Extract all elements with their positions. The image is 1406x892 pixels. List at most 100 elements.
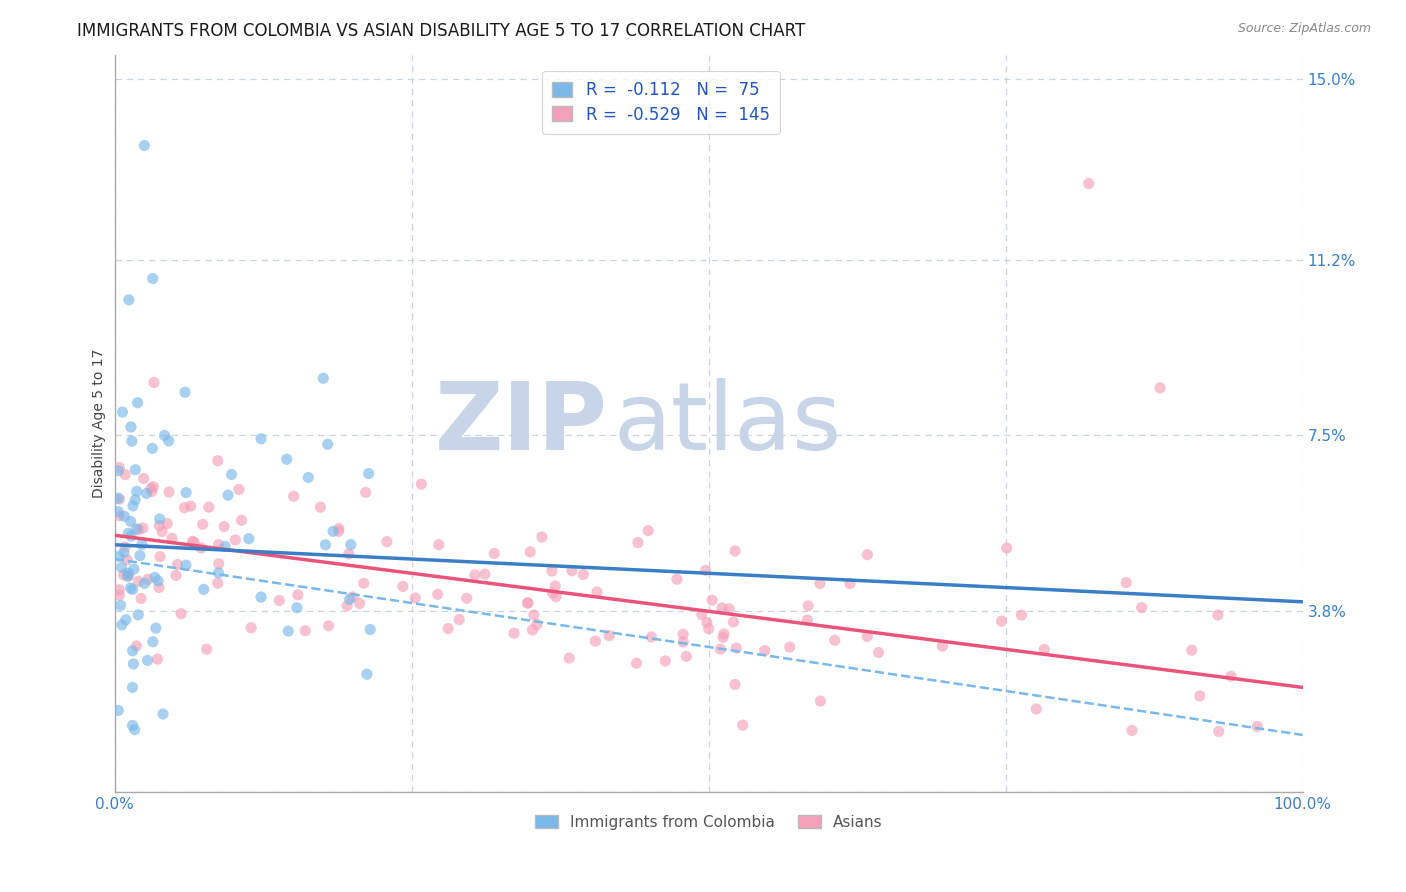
Text: IMMIGRANTS FROM COLOMBIA VS ASIAN DISABILITY AGE 5 TO 17 CORRELATION CHART: IMMIGRANTS FROM COLOMBIA VS ASIAN DISABI… xyxy=(77,22,806,40)
Point xyxy=(141,484,163,499)
Point xyxy=(124,723,146,737)
Point xyxy=(181,534,204,549)
Point xyxy=(121,681,143,695)
Point xyxy=(114,540,136,554)
Point xyxy=(108,588,131,602)
Point xyxy=(214,540,236,554)
Point xyxy=(287,588,309,602)
Point xyxy=(339,592,361,607)
Point xyxy=(112,545,135,559)
Point xyxy=(710,601,733,615)
Point xyxy=(121,718,143,732)
Point xyxy=(558,651,581,665)
Point xyxy=(868,646,890,660)
Point xyxy=(583,634,606,648)
Point xyxy=(231,513,253,527)
Point xyxy=(1130,600,1153,615)
Point xyxy=(627,535,650,549)
Point xyxy=(731,718,754,732)
Point xyxy=(250,432,273,446)
Point xyxy=(1220,669,1243,683)
Point xyxy=(165,568,187,582)
Point xyxy=(122,499,145,513)
Point xyxy=(695,563,717,577)
Point xyxy=(141,442,163,456)
Point xyxy=(129,591,152,606)
Point xyxy=(309,500,332,515)
Point xyxy=(117,569,139,583)
Point xyxy=(129,549,152,563)
Point xyxy=(115,553,138,567)
Point xyxy=(149,549,172,564)
Point xyxy=(1206,607,1229,622)
Point xyxy=(359,623,381,637)
Point xyxy=(990,614,1012,628)
Point xyxy=(132,521,155,535)
Point xyxy=(128,523,150,537)
Point xyxy=(328,521,350,535)
Point xyxy=(143,376,166,390)
Point xyxy=(1121,723,1143,738)
Point xyxy=(120,420,142,434)
Point xyxy=(110,599,132,613)
Point xyxy=(117,526,139,541)
Point xyxy=(127,607,149,622)
Point xyxy=(156,516,179,531)
Point xyxy=(797,599,820,613)
Point xyxy=(115,613,138,627)
Point xyxy=(145,621,167,635)
Point xyxy=(824,633,846,648)
Point xyxy=(142,634,165,648)
Point xyxy=(449,612,471,626)
Point xyxy=(316,437,339,451)
Point xyxy=(356,667,378,681)
Point xyxy=(174,485,197,500)
Point xyxy=(544,579,567,593)
Point xyxy=(808,576,831,591)
Point xyxy=(375,534,398,549)
Point xyxy=(931,639,953,653)
Point xyxy=(108,508,131,523)
Point xyxy=(342,590,364,604)
Point xyxy=(136,653,159,667)
Point xyxy=(120,514,142,528)
Point xyxy=(665,572,688,586)
Point xyxy=(340,538,363,552)
Point xyxy=(725,641,748,656)
Point xyxy=(1115,575,1137,590)
Point xyxy=(160,531,183,545)
Point xyxy=(108,492,131,507)
Point xyxy=(297,470,319,484)
Point xyxy=(392,579,415,593)
Point xyxy=(503,626,526,640)
Point xyxy=(322,524,344,539)
Point xyxy=(121,644,143,658)
Point xyxy=(125,522,148,536)
Point xyxy=(456,591,478,606)
Point xyxy=(121,434,143,449)
Point xyxy=(125,484,148,499)
Point xyxy=(157,485,180,500)
Point xyxy=(193,582,215,597)
Point xyxy=(134,138,156,153)
Point xyxy=(586,585,609,599)
Point xyxy=(426,587,449,601)
Point xyxy=(238,532,260,546)
Point xyxy=(1033,642,1056,657)
Point xyxy=(132,471,155,485)
Point xyxy=(318,619,340,633)
Point xyxy=(112,509,135,524)
Point xyxy=(294,624,316,638)
Point xyxy=(353,576,375,591)
Point xyxy=(411,477,433,491)
Point xyxy=(157,434,180,448)
Point xyxy=(1011,608,1033,623)
Point xyxy=(354,485,377,500)
Point xyxy=(672,627,695,641)
Legend: Immigrants from Colombia, Asians: Immigrants from Colombia, Asians xyxy=(529,809,889,836)
Point xyxy=(110,560,132,574)
Point xyxy=(142,271,165,285)
Point xyxy=(114,467,136,482)
Point xyxy=(277,624,299,638)
Point xyxy=(349,596,371,610)
